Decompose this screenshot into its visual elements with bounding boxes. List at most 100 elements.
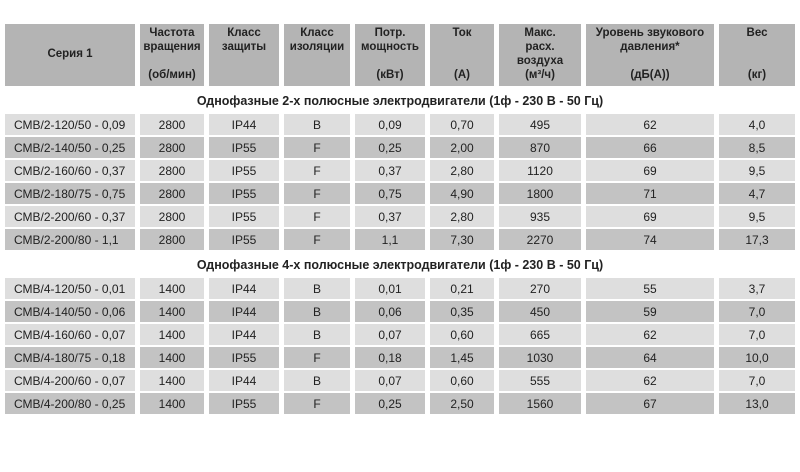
value-cell: 1400	[140, 347, 204, 368]
table-row: СМВ/4-140/50 - 0,06 1400 IP44 B 0,06 0,35 450 5…	[5, 301, 795, 322]
value-cell: 2800	[140, 183, 204, 204]
section-title-row: Однофазные 2-х полюсные электродвигатели…	[5, 88, 795, 112]
value-cell: 665	[499, 324, 581, 345]
model-cell: СМВ/2-200/80 - 1,1	[5, 229, 135, 250]
value-cell: 0,35	[430, 301, 494, 322]
value-cell: 2,00	[430, 137, 494, 158]
header-label: Уровень звукового давления*	[595, 27, 705, 53]
table-row: СМВ/2-140/50 - 0,25 2800 IP55 F 0,25 2,00 870 6…	[5, 137, 795, 158]
value-cell: F	[284, 183, 350, 204]
value-cell: B	[284, 324, 350, 345]
model-cell: СМВ/2-120/50 - 0,09	[5, 114, 135, 135]
model-cell: СМВ/4-200/80 - 0,25	[5, 393, 135, 414]
value-cell: 62	[586, 114, 714, 135]
model-cell: СМВ/4-140/50 - 0,06	[5, 301, 135, 322]
section-title-row: Однофазные 4-х полюсные электродвигатели…	[5, 252, 795, 276]
column-header-power: Потр. мощность (кВт)	[355, 24, 425, 86]
value-cell: 1800	[499, 183, 581, 204]
value-cell: 1120	[499, 160, 581, 181]
value-cell: 0,70	[430, 114, 494, 135]
header-label: Ток	[452, 27, 472, 39]
value-cell: 1400	[140, 370, 204, 391]
value-cell: 0,01	[355, 278, 425, 299]
value-cell: 0,37	[355, 206, 425, 227]
value-cell: 62	[586, 324, 714, 345]
model-cell: СМВ/4-120/50 - 0,01	[5, 278, 135, 299]
value-cell: 2800	[140, 114, 204, 135]
value-cell: IP55	[209, 137, 279, 158]
header-unit: (м³/ч)	[525, 69, 555, 82]
header-unit: (дБ(А))	[630, 69, 670, 82]
value-cell: 10,0	[719, 347, 795, 368]
value-cell: 0,09	[355, 114, 425, 135]
model-cell: СМВ/4-180/75 - 0,18	[5, 347, 135, 368]
header-unit: (кВт)	[376, 69, 404, 82]
value-cell: 2800	[140, 137, 204, 158]
column-header-speed: Частота вращения (об/мин)	[140, 24, 204, 86]
value-cell: 0,60	[430, 370, 494, 391]
table-row: СМВ/2-180/75 - 0,75 2800 IP55 F 0,75 4,90 1800…	[5, 183, 795, 204]
value-cell: 2,80	[430, 160, 494, 181]
value-cell: 2,80	[430, 206, 494, 227]
value-cell: 495	[499, 114, 581, 135]
value-cell: 0,21	[430, 278, 494, 299]
value-cell: F	[284, 229, 350, 250]
value-cell: 0,07	[355, 324, 425, 345]
value-cell: F	[284, 206, 350, 227]
value-cell: 0,25	[355, 393, 425, 414]
column-header-airflow: Макс. расх. воздуха (м³/ч)	[499, 24, 581, 86]
value-cell: 1560	[499, 393, 581, 414]
value-cell: 1400	[140, 393, 204, 414]
value-cell: 66	[586, 137, 714, 158]
value-cell: 4,7	[719, 183, 795, 204]
value-cell: 2800	[140, 206, 204, 227]
header-row: Серия 1 Частота вращения (об/мин) Класс з…	[5, 24, 795, 86]
header-unit: (кг)	[747, 69, 767, 82]
value-cell: 7,0	[719, 370, 795, 391]
header-unit: (А)	[454, 69, 470, 82]
value-cell: 3,7	[719, 278, 795, 299]
model-cell: СМВ/2-140/50 - 0,25	[5, 137, 135, 158]
value-cell: 1,45	[430, 347, 494, 368]
value-cell: IP55	[209, 347, 279, 368]
model-cell: СМВ/2-200/60 - 0,37	[5, 206, 135, 227]
value-cell: 69	[586, 206, 714, 227]
value-cell: 0,60	[430, 324, 494, 345]
value-cell: 1,1	[355, 229, 425, 250]
header-label: Класс защиты	[221, 27, 267, 53]
value-cell: F	[284, 347, 350, 368]
value-cell: F	[284, 393, 350, 414]
column-header-protection-class: Класс защиты	[209, 24, 279, 86]
table-row: СМВ/2-200/80 - 1,1 2800 IP55 F 1,1 7,30 2270 74…	[5, 229, 795, 250]
section-title: Однофазные 4-х полюсные электродвигатели…	[5, 252, 795, 276]
value-cell: 555	[499, 370, 581, 391]
value-cell: 13,0	[719, 393, 795, 414]
value-cell: 0,37	[355, 160, 425, 181]
value-cell: 69	[586, 160, 714, 181]
value-cell: IP55	[209, 229, 279, 250]
value-cell: 1030	[499, 347, 581, 368]
value-cell: 1400	[140, 301, 204, 322]
value-cell: 7,0	[719, 324, 795, 345]
value-cell: 55	[586, 278, 714, 299]
value-cell: 870	[499, 137, 581, 158]
table-row: СМВ/4-160/60 - 0,07 1400 IP44 B 0,07 0,60 665 6…	[5, 324, 795, 345]
value-cell: IP44	[209, 370, 279, 391]
header-unit: (об/мин)	[148, 69, 196, 82]
value-cell: 450	[499, 301, 581, 322]
value-cell: 2,50	[430, 393, 494, 414]
value-cell: 935	[499, 206, 581, 227]
value-cell: 0,75	[355, 183, 425, 204]
value-cell: 62	[586, 370, 714, 391]
motor-spec-table: Серия 1 Частота вращения (об/мин) Класс з…	[0, 22, 800, 416]
value-cell: IP55	[209, 160, 279, 181]
value-cell: 270	[499, 278, 581, 299]
value-cell: 71	[586, 183, 714, 204]
value-cell: 67	[586, 393, 714, 414]
value-cell: 0,07	[355, 370, 425, 391]
table-row: СМВ/4-120/50 - 0,01 1400 IP44 B 0,01 0,21 270 5…	[5, 278, 795, 299]
table-row: СМВ/2-200/60 - 0,37 2800 IP55 F 0,37 2,80 935 6…	[5, 206, 795, 227]
column-header-weight: Вес (кг)	[719, 24, 795, 86]
section-title: Однофазные 2-х полюсные электродвигатели…	[5, 88, 795, 112]
value-cell: 9,5	[719, 206, 795, 227]
